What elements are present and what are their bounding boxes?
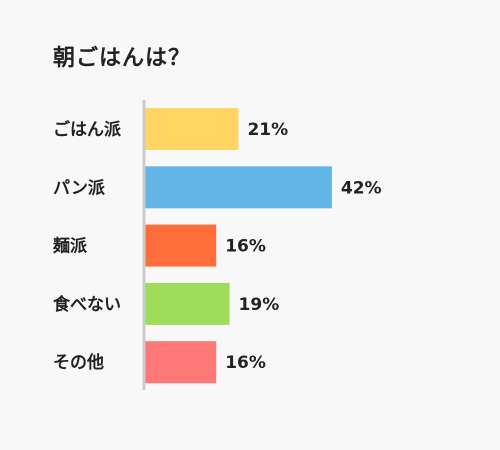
bar xyxy=(145,108,239,150)
category-label: 麺派 xyxy=(52,237,88,257)
bar xyxy=(145,166,332,209)
category-label: その他 xyxy=(53,352,104,373)
category-label: ごはん派 xyxy=(53,119,122,140)
category-label: 食べない xyxy=(53,294,121,315)
value-label: 16% xyxy=(225,237,266,257)
bars-layer: ごはん派 21% パン派 42% 麺派 16% 食べない 19% その他 16% xyxy=(52,108,382,384)
bar xyxy=(145,341,217,384)
value-label: 21% xyxy=(247,120,288,140)
bar xyxy=(145,224,217,267)
category-label: パン派 xyxy=(53,178,106,198)
chart-title: 朝ごはんは？ xyxy=(53,46,192,71)
bar xyxy=(145,282,230,325)
value-label: 16% xyxy=(225,353,266,373)
value-label: 19% xyxy=(239,295,280,315)
value-label: 42% xyxy=(341,178,382,198)
